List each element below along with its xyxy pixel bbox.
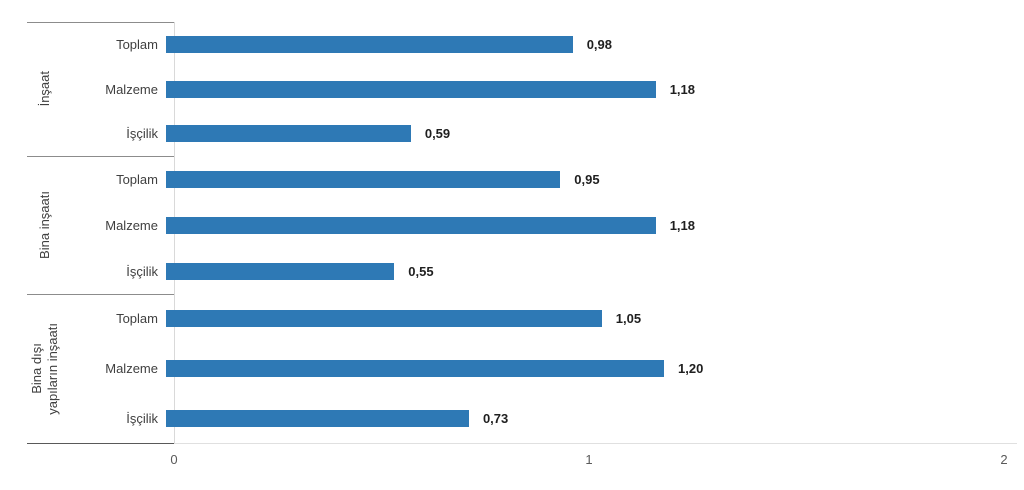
x-tick-1: 1	[585, 452, 593, 467]
category-label: Malzeme	[105, 217, 158, 233]
bar-track: 0,98	[166, 35, 996, 53]
group-label-insaat: İnşaat	[37, 71, 52, 107]
group-bina-insaati: Bina inşaatı Toplam 0,95 Malzeme 1,18 İş…	[27, 156, 996, 294]
group-label-bina-disi: Bina dışı yapıların inşaatı	[29, 322, 60, 415]
group-label-band: Bina dışı yapıların inşaatı	[27, 294, 63, 443]
value-label: 0,95	[574, 171, 600, 187]
x-axis: 0 1 2	[170, 452, 1008, 470]
value-label: 0,59	[424, 126, 451, 142]
bar-row: İşçilik 0,59	[27, 111, 996, 156]
group-label-bina-insaati: Bina inşaatı	[37, 191, 52, 259]
value-label: 1,18	[669, 217, 695, 233]
bar-row: Malzeme 1,20	[27, 344, 996, 394]
category-label: İşçilik	[126, 126, 158, 142]
bar-disi-toplam	[166, 310, 602, 328]
value-label: 1,20	[678, 361, 704, 376]
bar-row: İşçilik 0,55	[27, 248, 996, 294]
bar-track: 0,55	[166, 262, 996, 280]
bar-track: 0,73	[166, 409, 996, 427]
bar-track: 1,05	[166, 310, 996, 328]
value-label: 1,18	[669, 81, 695, 97]
bar-bina-toplam	[166, 170, 561, 188]
category-label: Toplam	[116, 171, 158, 187]
bar-bina-malzeme	[166, 216, 656, 234]
group-label-band: Bina inşaatı	[27, 156, 63, 294]
bar-track: 0,95	[166, 170, 996, 188]
group-bina-disi: Bina dışı yapıların inşaatı Toplam 1,05 …	[27, 294, 996, 443]
bar-insaat-iscilik	[166, 125, 411, 143]
x-axis-line	[174, 443, 1017, 444]
x-tick-0: 0	[170, 452, 178, 467]
x-tick-2: 2	[1000, 452, 1008, 467]
bar-disi-malzeme	[166, 360, 664, 377]
bar-row: İşçilik 0,73	[27, 393, 996, 443]
group-insaat: İnşaat Toplam 0,98 Malzeme 1,18 İşçilik …	[27, 22, 996, 156]
bar-track: 1,18	[166, 80, 996, 98]
bar-track: 0,59	[166, 125, 996, 143]
value-label: 0,98	[586, 36, 612, 52]
bar-row: Toplam 0,98	[27, 22, 996, 67]
category-label: İşçilik	[126, 263, 158, 279]
bar-insaat-malzeme	[166, 80, 656, 98]
bar-row: Toplam 1,05	[27, 294, 996, 344]
category-label: Malzeme	[105, 361, 158, 376]
bar-track: 1,18	[166, 216, 996, 234]
category-label: Malzeme	[105, 81, 158, 97]
bar-insaat-toplam	[166, 35, 573, 53]
bar-row: Malzeme 1,18	[27, 67, 996, 112]
bar-row: Toplam 0,95	[27, 156, 996, 202]
value-label: 0,55	[408, 263, 434, 279]
bar-row: Malzeme 1,18	[27, 202, 996, 248]
category-label: Toplam	[116, 311, 158, 327]
category-label: İşçilik	[126, 410, 158, 426]
group-label-band: İnşaat	[27, 22, 63, 156]
group-separator-2	[27, 294, 174, 295]
value-label: 0,73	[482, 410, 509, 426]
group-separator-1	[27, 156, 174, 157]
group-separator-bottom	[27, 443, 174, 444]
group-separator-top	[27, 22, 174, 23]
category-label: Toplam	[116, 36, 158, 52]
bar-disi-iscilik	[166, 409, 469, 427]
bar-track: 1,20	[166, 360, 996, 377]
value-label: 1,05	[615, 311, 642, 327]
bar-bina-iscilik	[166, 262, 395, 280]
